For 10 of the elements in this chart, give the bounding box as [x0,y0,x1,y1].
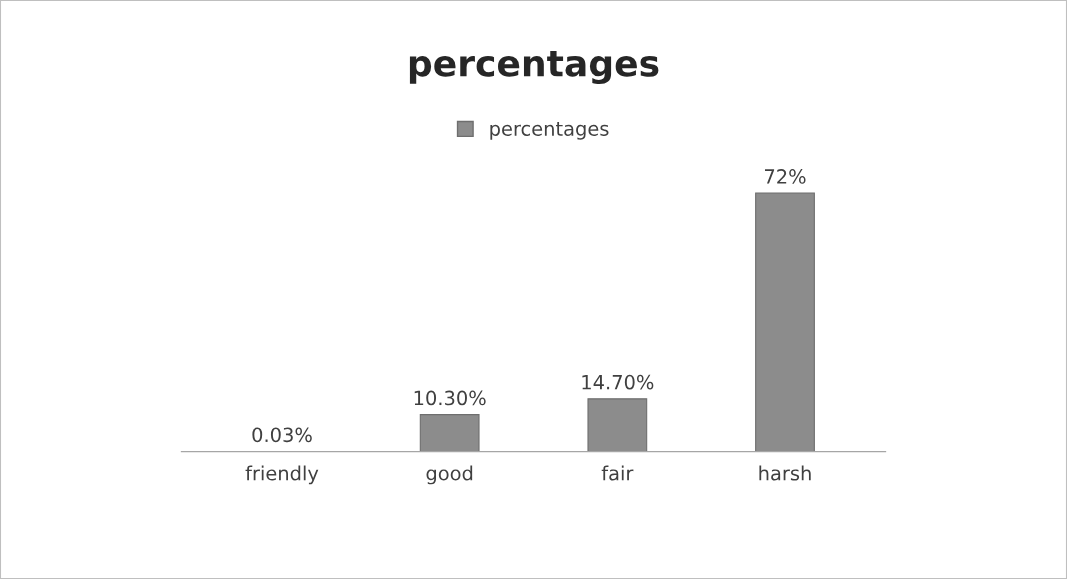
data-label: 10.30% [414,390,486,406]
x-tick-label: harsh [759,465,811,481]
x-tick-label: good [426,465,473,485]
legend-label: percentages [490,121,609,140]
data-label: 14.70% [582,374,654,390]
data-label: 0.03% [252,427,312,443]
x-tick-label: fair [601,465,634,481]
chart-title: percentages [409,50,659,85]
data-label: 72% [764,169,806,184]
x-tick-label: friendly [245,465,319,485]
